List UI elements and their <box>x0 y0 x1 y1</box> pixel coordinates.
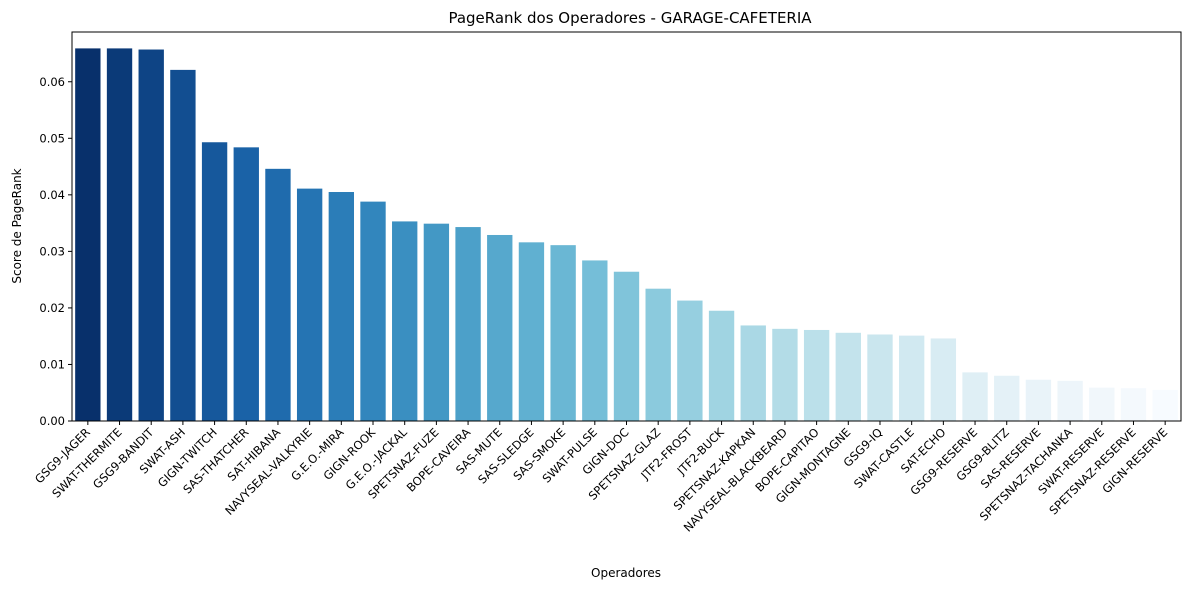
bar-sas-thatcher <box>233 147 259 421</box>
bar-swat-thermite <box>106 48 133 422</box>
bar-gsg9-jager <box>75 48 101 422</box>
bar-swat-reserve <box>1089 387 1115 421</box>
y-tick-label: 0.04 <box>39 188 65 202</box>
bar-gign-rook <box>360 201 386 421</box>
x-axis: GSG9-JAGERSWAT-THERMITEGSG9-BANDITSWAT-A… <box>32 421 1170 535</box>
bar-gsg9-reserve <box>962 372 988 421</box>
bar-sas-sledge <box>518 242 545 421</box>
bars-group <box>75 48 1178 422</box>
chart-title: PageRank dos Operadores - GARAGE-CAFETER… <box>448 9 812 27</box>
bar-gsg9-blitz <box>994 375 1020 421</box>
bar-gsg9-iq <box>867 334 893 421</box>
bar-swat-pulse <box>582 260 608 421</box>
bar-bope-caveira <box>455 227 481 421</box>
bar-jtf2-buck <box>708 310 735 421</box>
bar-navyseal-blackbeard <box>772 328 798 421</box>
bar-spetsnaz-kapkan <box>740 325 766 421</box>
y-tick-label: 0.02 <box>39 301 65 315</box>
bar-gign-reserve <box>1152 389 1178 421</box>
bar-g-e-o-mira <box>328 192 355 421</box>
y-tick-label: 0.06 <box>39 75 65 89</box>
bar-gign-doc <box>613 271 640 421</box>
bar-swat-castle <box>898 335 925 421</box>
y-tick-label: 0.05 <box>39 131 65 145</box>
bar-spetsnaz-reserve <box>1120 388 1147 421</box>
bar-sat-echo <box>930 338 957 421</box>
y-tick-label: 0.03 <box>39 244 65 258</box>
bar-g-e-o-jackal <box>392 221 418 421</box>
bar-swat-ash <box>170 69 196 422</box>
y-tick-label: 0.01 <box>39 357 65 371</box>
bar-bope-capitao <box>803 329 830 421</box>
bar-sas-mute <box>487 234 513 421</box>
y-tick-label: 0.00 <box>39 414 65 428</box>
bar-spetsnaz-tachanka <box>1057 380 1083 421</box>
bar-navyseal-valkyrie <box>296 188 323 421</box>
bar-gign-montagne <box>835 332 861 421</box>
bar-sas-reserve <box>1025 379 1052 421</box>
bar-jtf2-frost <box>677 300 703 421</box>
y-axis-label: Score de PageRank <box>10 168 24 283</box>
bar-gsg9-bandit <box>138 49 164 421</box>
x-axis-label: Operadores <box>591 566 661 580</box>
bar-sat-hibana <box>265 168 291 421</box>
bar-gign-twitch <box>201 142 228 421</box>
bar-spetsnaz-fuze <box>423 223 450 421</box>
y-axis: 0.00 0.01 0.02 0.03 0.04 0.05 0.06 <box>39 75 72 428</box>
bar-sas-smoke <box>550 245 576 421</box>
plot-frame <box>71 31 1182 422</box>
bar-spetsnaz-glaz <box>645 288 671 421</box>
